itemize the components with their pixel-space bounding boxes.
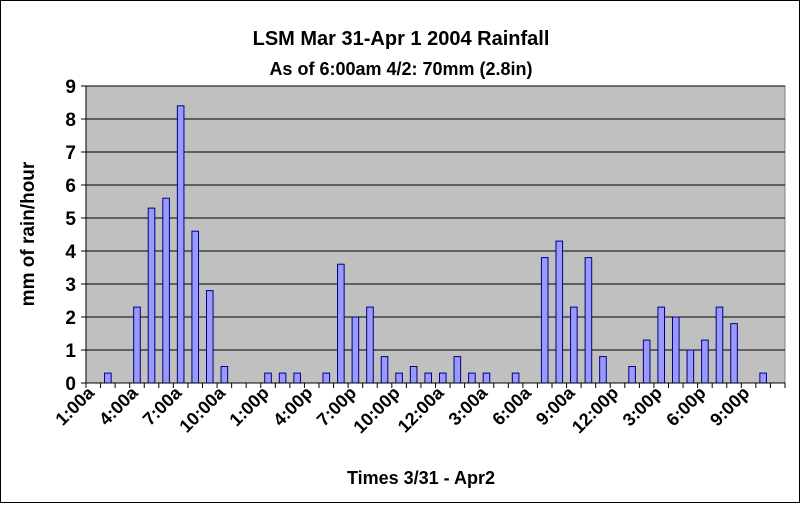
bar xyxy=(511,372,520,384)
chart-subtitle: As of 6:00am 4/2: 70mm (2.8in) xyxy=(269,59,532,79)
bar xyxy=(409,366,418,384)
x-tick-label: 10:00p xyxy=(349,383,403,437)
bar xyxy=(133,306,141,384)
x-axis-label: Times 3/31 - Apr2 xyxy=(347,468,495,488)
bar xyxy=(424,372,433,384)
y-tick-label: 9 xyxy=(65,77,76,98)
bar xyxy=(628,366,636,384)
bar xyxy=(759,372,767,384)
bar xyxy=(366,306,374,384)
bar xyxy=(264,372,272,384)
x-tick-label: 12:00a xyxy=(394,382,448,436)
x-tick-label: 12:00p xyxy=(568,383,622,437)
y-axis-label: mm of rain/hour xyxy=(18,161,39,306)
y-tick-label: 2 xyxy=(65,308,76,329)
bar xyxy=(162,197,170,384)
bar xyxy=(657,306,666,384)
bar xyxy=(351,316,360,384)
y-tick-label: 4 xyxy=(65,242,76,263)
bar xyxy=(380,356,389,384)
x-tick-label: 6:00p xyxy=(662,383,709,430)
plot-area xyxy=(85,85,786,384)
bar xyxy=(147,207,156,384)
bar xyxy=(671,316,680,384)
bar xyxy=(293,372,301,384)
bar xyxy=(220,366,229,384)
bar xyxy=(642,339,651,384)
bar xyxy=(555,240,564,384)
bar xyxy=(686,349,695,384)
bar xyxy=(322,372,331,384)
bar xyxy=(584,257,593,384)
y-tick-label: 8 xyxy=(65,110,76,131)
bar xyxy=(395,372,403,384)
bar xyxy=(715,306,724,384)
x-axis-ticks: 1:00a4:00a7:00a10:00a1:00p4:00p7:00p10:0… xyxy=(51,382,786,437)
x-tick-label: 6:00a xyxy=(488,382,535,429)
bar xyxy=(191,230,200,384)
y-tick-label: 1 xyxy=(65,341,76,362)
y-axis-ticks: 0 1 2 3 4 5 6 7 8 9 xyxy=(65,77,86,395)
bar xyxy=(176,105,185,384)
bar xyxy=(453,356,462,384)
bar xyxy=(701,339,709,384)
x-tick-label: 3:00a xyxy=(445,382,492,429)
bar xyxy=(205,290,214,384)
bar xyxy=(570,306,578,384)
chart-title: LSM Mar 31-Apr 1 2004 Rainfall xyxy=(253,28,550,50)
y-tick-label: 7 xyxy=(65,143,76,164)
bar xyxy=(540,257,549,384)
bar xyxy=(278,372,287,384)
x-tick-label: 4:00p xyxy=(269,383,316,430)
y-tick-label: 6 xyxy=(65,176,76,197)
x-tick-label: 10:00a xyxy=(175,382,229,436)
bar xyxy=(438,372,447,384)
x-tick-label: 3:00p xyxy=(619,383,666,430)
bar xyxy=(599,356,607,384)
y-tick-label: 5 xyxy=(65,209,76,230)
bar xyxy=(482,372,491,384)
bar xyxy=(468,372,476,384)
bar xyxy=(337,263,345,384)
bar xyxy=(730,323,738,384)
bar xyxy=(104,372,112,384)
y-tick-label: 0 xyxy=(65,374,76,395)
x-tick-label: 4:00a xyxy=(95,382,142,429)
gridlines xyxy=(86,85,785,351)
x-tick-label: 1:00p xyxy=(225,383,272,430)
x-tick-label: 9:00p xyxy=(706,383,753,430)
y-tick-label: 3 xyxy=(65,275,76,296)
